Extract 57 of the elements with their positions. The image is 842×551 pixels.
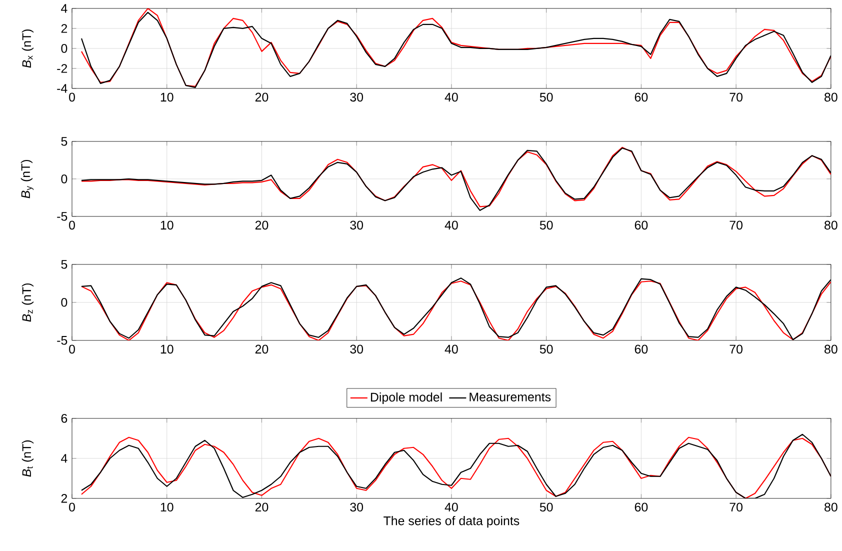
x-tick-label: 30 xyxy=(350,92,364,102)
x-tick-label: 0 xyxy=(69,502,75,512)
y-tick-label: 2 xyxy=(61,494,68,503)
x-tick-label: 70 xyxy=(730,220,742,230)
x-tick-label: 10 xyxy=(160,344,174,354)
y-tick-label: -5 xyxy=(57,336,68,345)
x-tick-label: 70 xyxy=(730,92,742,102)
x-tick-label: 80 xyxy=(824,92,838,102)
x-tick-label: 40 xyxy=(444,220,458,230)
y-axis-title: B$_{t}$ (nT) xyxy=(22,440,34,477)
y-tick-label: 6 xyxy=(61,414,68,423)
legend-label: Measurements xyxy=(470,392,551,402)
x-tick-label: 50 xyxy=(540,92,553,102)
x-tick-label: 20 xyxy=(255,344,268,354)
x-tick-label: 10 xyxy=(160,220,174,230)
y-tick-label: 2 xyxy=(61,24,68,33)
y-tick-label: 5 xyxy=(61,260,68,269)
x-tick-label: 10 xyxy=(160,502,174,512)
y-axis-title: B$_{z}$ (nT) xyxy=(22,283,34,322)
x-tick-label: 40 xyxy=(444,344,458,354)
x-tick-label: 60 xyxy=(634,92,648,102)
x-tick-label: 80 xyxy=(824,502,838,512)
y-tick-label: 0 xyxy=(61,174,68,184)
y-tick-label: -5 xyxy=(57,212,68,221)
legend-label: Dipole model xyxy=(370,392,442,404)
x-tick-label: 80 xyxy=(824,220,838,230)
x-tick-label: 60 xyxy=(634,220,648,230)
x-tick-label: 20 xyxy=(255,502,268,512)
x-axis-title: The series of data points xyxy=(384,516,520,528)
y-tick-label: 5 xyxy=(61,136,68,146)
x-tick-label: 60 xyxy=(634,502,648,512)
x-tick-label: 50 xyxy=(540,220,553,230)
x-tick-label: 0 xyxy=(69,220,75,230)
x-tick-label: 50 xyxy=(540,502,553,512)
x-tick-label: 20 xyxy=(255,220,268,230)
x-tick-label: 70 xyxy=(730,344,742,354)
x-tick-label: 0 xyxy=(69,92,75,102)
y-tick-label: 4 xyxy=(61,454,68,462)
x-tick-label: 40 xyxy=(444,502,458,512)
x-tick-label: 50 xyxy=(540,344,553,354)
y-axis-title: B$_{y}$ (nT) xyxy=(20,160,34,198)
x-tick-label: 0 xyxy=(69,344,75,354)
x-tick-label: 40 xyxy=(444,92,458,102)
x-tick-label: 20 xyxy=(255,92,268,102)
y-tick-label: 0 xyxy=(61,44,68,53)
y-tick-label: -2 xyxy=(57,64,68,73)
x-tick-label: 10 xyxy=(160,92,174,102)
x-tick-label: 80 xyxy=(824,344,838,354)
y-tick-label: -4 xyxy=(57,84,68,93)
y-axis-title: B$_{x}$ (nT) xyxy=(22,29,34,68)
x-tick-label: 30 xyxy=(350,220,364,230)
x-tick-label: 60 xyxy=(634,344,648,354)
y-tick-label: 4 xyxy=(61,4,68,13)
x-tick-label: 70 xyxy=(730,502,742,512)
x-tick-label: 30 xyxy=(350,502,364,512)
x-tick-label: 30 xyxy=(350,344,364,354)
y-tick-label: 0 xyxy=(61,298,68,307)
